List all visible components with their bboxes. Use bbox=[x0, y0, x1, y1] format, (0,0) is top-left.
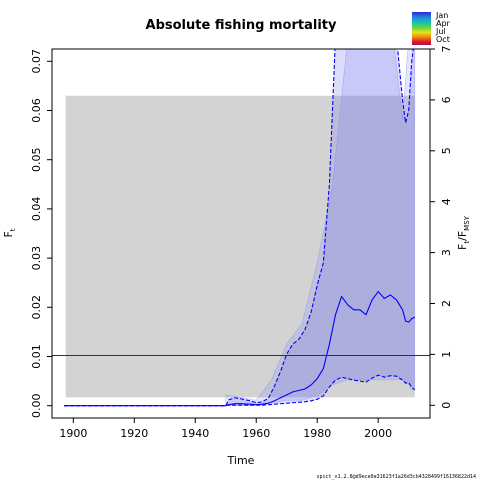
version-footer: spict_v1.2.8@d9ece0a31623f1a26d3cb432849… bbox=[316, 474, 476, 480]
legend-month-oct: Oct bbox=[436, 35, 450, 44]
x-axis: 1900 1920 1940 1960 1980 2000 bbox=[59, 418, 392, 440]
x-tick-label: 1980 bbox=[303, 427, 331, 440]
x-tick-label: 1960 bbox=[242, 427, 270, 440]
secondary-y-axis: 0 1 2 3 4 5 6 7 bbox=[430, 46, 453, 409]
y-tick-label: 0.03 bbox=[30, 246, 43, 271]
x-tick-label: 1920 bbox=[120, 427, 148, 440]
plot-area bbox=[52, 49, 430, 407]
y-tick-label: 0.07 bbox=[30, 49, 43, 74]
month-legend: Jan Apr Jul Oct bbox=[412, 11, 451, 45]
y2-tick-label: 0 bbox=[440, 402, 453, 409]
y-tick-label: 0.00 bbox=[30, 393, 43, 418]
y2-tick-label: 7 bbox=[440, 46, 453, 53]
f-lower-ci-line bbox=[64, 374, 416, 407]
x-tick-label: 1940 bbox=[181, 427, 209, 440]
chart-title: Absolute fishing mortality bbox=[146, 18, 337, 33]
y-axis-title: Ft bbox=[2, 228, 17, 237]
x-tick-label: 2000 bbox=[364, 427, 392, 440]
legend-month-apr: Apr bbox=[436, 19, 451, 28]
y-tick-label: 0.01 bbox=[30, 344, 43, 369]
y2-tick-label: 2 bbox=[440, 300, 453, 307]
y-axis: 0.00 0.01 0.02 0.03 0.04 0.05 0.06 0.07 bbox=[30, 49, 52, 418]
y2-tick-label: 6 bbox=[440, 96, 453, 103]
y-tick-label: 0.02 bbox=[30, 295, 43, 320]
y2-tick-label: 1 bbox=[440, 351, 453, 358]
y2-tick-label: 4 bbox=[440, 198, 453, 205]
plot-frame bbox=[51, 48, 431, 419]
y-axis-title-sub: t bbox=[9, 228, 17, 231]
y2-tick-label: 3 bbox=[440, 249, 453, 256]
y2-axis-title-sub-t: t bbox=[463, 241, 471, 244]
month-color-bar bbox=[412, 12, 431, 45]
y2-tick-label: 5 bbox=[440, 147, 453, 154]
y2-axis-title-mid: /F bbox=[456, 231, 469, 241]
x-tick-label: 1900 bbox=[59, 427, 87, 440]
y-tick-label: 0.06 bbox=[30, 98, 43, 123]
y-tick-label: 0.04 bbox=[30, 197, 43, 222]
y2-axis-title: Ft/FMSY bbox=[456, 215, 471, 250]
y-tick-label: 0.05 bbox=[30, 147, 43, 172]
y-axis-title-main: F bbox=[2, 231, 15, 237]
absolute-f-ci-region bbox=[64, 49, 415, 406]
y2-axis-title-f: F bbox=[456, 244, 469, 250]
y2-axis-title-sub-msy: MSY bbox=[463, 215, 471, 230]
f-upper-ci-line bbox=[64, 49, 414, 407]
f-estimate-line bbox=[64, 290, 416, 407]
fmsy-band bbox=[65, 95, 415, 398]
legend-month-jul: Jul bbox=[435, 27, 446, 36]
x-axis-title: Time bbox=[227, 454, 255, 467]
legend-month-jan: Jan bbox=[435, 11, 448, 20]
